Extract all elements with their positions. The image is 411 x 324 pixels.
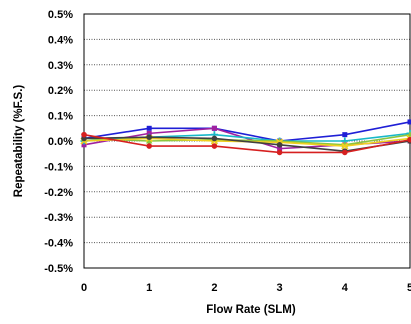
data-series — [80, 119, 411, 156]
y-tick-label: -0.4% — [44, 238, 73, 250]
y-tick-label: 0.3% — [48, 60, 73, 72]
x-tick-label: 3 — [277, 282, 283, 294]
y-tick-labels: 0.5% 0.4% 0.3% 0.2% 0.1% 0.0% -0.1% -0.2% -0.3% -… — [44, 9, 73, 275]
y-tick-label: 0.1% — [48, 111, 73, 123]
data-point — [342, 149, 348, 156]
series-7 — [81, 131, 411, 156]
x-tick-label: 0 — [81, 282, 87, 294]
y-tick-label: -0.3% — [44, 212, 73, 224]
x-axis-label: Flow Rate (SLM) — [206, 304, 296, 316]
data-point — [146, 130, 152, 136]
y-tick-label: 0.0% — [48, 136, 73, 148]
data-point — [276, 142, 283, 148]
data-point — [81, 131, 87, 138]
series-line — [83, 121, 411, 142]
data-point — [341, 142, 349, 150]
data-point — [276, 149, 283, 156]
y-tick-label: -0.1% — [44, 161, 73, 173]
x-tick-label: 1 — [146, 282, 152, 294]
y-tick-label: -0.2% — [44, 187, 73, 199]
series-line — [83, 136, 411, 152]
y-tick-label: -0.5% — [44, 263, 73, 275]
data-point — [211, 143, 218, 149]
data-point — [146, 134, 152, 140]
y-tick-label: 0.2% — [48, 85, 73, 97]
data-point — [407, 119, 411, 125]
x-tick-label: 5 — [407, 282, 411, 294]
y-tick-label: 0.5% — [48, 9, 73, 21]
data-point — [146, 125, 152, 131]
y-tick-label: 0.4% — [48, 34, 73, 46]
x-tick-labels: 0 1 2 3 4 5 — [81, 282, 411, 294]
data-point — [342, 132, 348, 138]
y-axis-label: Repeatability (%F.S.) — [13, 85, 25, 198]
data-point — [277, 146, 283, 152]
x-tick-label: 2 — [211, 282, 217, 294]
data-point — [146, 137, 153, 144]
data-point — [211, 125, 217, 131]
series-line — [83, 133, 411, 146]
data-point — [146, 143, 152, 149]
data-point — [211, 135, 218, 142]
data-point — [407, 136, 411, 143]
data-point — [81, 142, 87, 148]
x-tick-label: 4 — [342, 282, 349, 294]
series-line — [83, 133, 411, 154]
